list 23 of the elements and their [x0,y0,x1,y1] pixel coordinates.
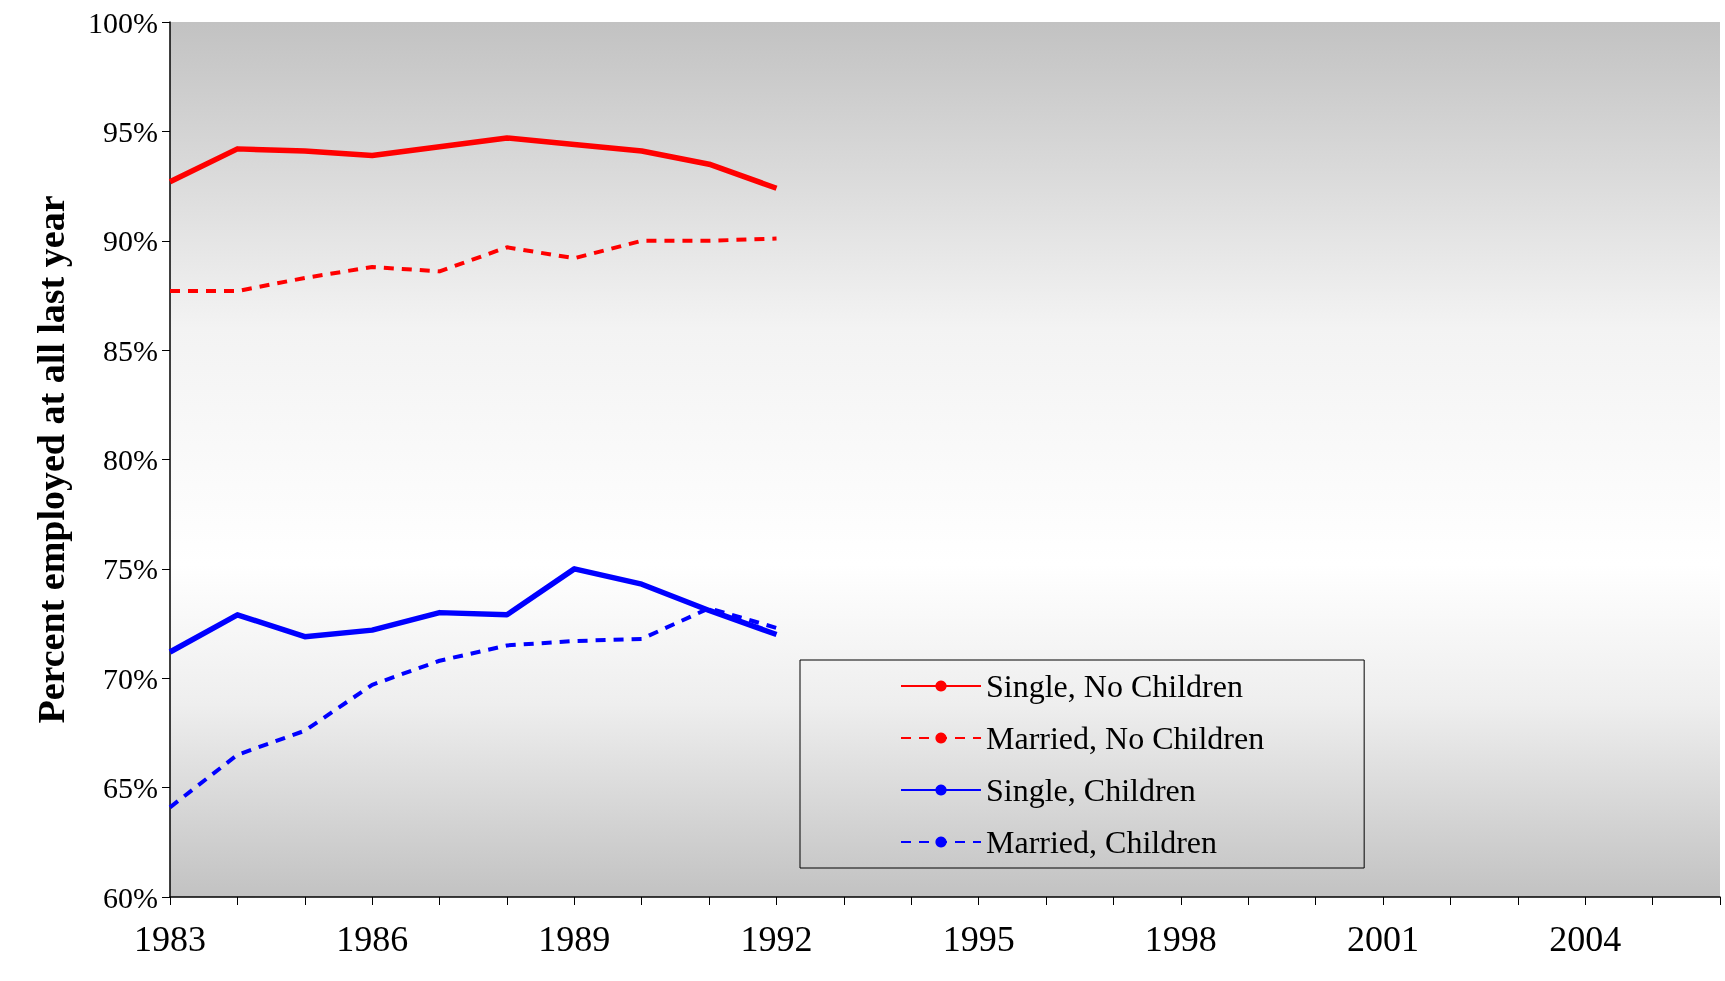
legend-label: Married, No Children [986,720,1265,756]
y-tick-label: 85% [103,333,158,367]
x-tick-label: 1995 [942,919,1015,959]
x-tick-label: 1992 [740,919,813,959]
x-tick-label: 2004 [1549,919,1622,959]
line-series [168,236,779,294]
legend-label: Married, Children [986,824,1218,860]
y-tick-label: 100% [88,5,158,39]
x-tick-label: 1983 [134,919,206,959]
y-tick-label: 95% [103,114,158,148]
y-tick-label: 60% [103,880,158,914]
y-tick-label: 65% [103,771,158,805]
y-tick-label: 70% [103,661,158,695]
y-axis-title: Percent employed at all last year [30,195,72,724]
x-tick-label: 1998 [1144,919,1217,959]
y-tick-label: 75% [103,552,158,586]
y-tick-label: 80% [103,443,158,476]
x-tick-label: 2001 [1347,919,1420,959]
x-tick-label: 1986 [336,919,409,959]
legend-label: Single, No Children [986,668,1243,704]
y-tick-label: 90% [103,224,158,258]
legend-label: Single, Children [986,772,1196,808]
x-tick-label: 1989 [538,919,611,959]
